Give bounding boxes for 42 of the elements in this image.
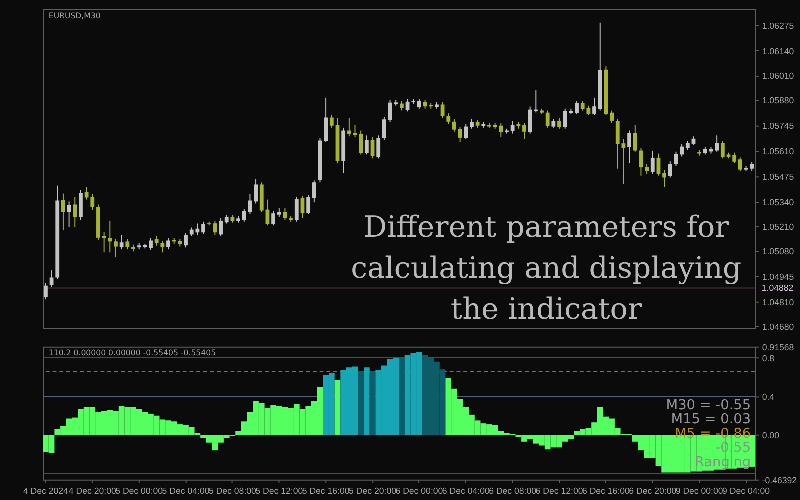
x-tick-label: 6 Dec 08:00	[489, 486, 537, 496]
y-tick-label: 1.04945	[762, 272, 794, 282]
annotation: M15 = 0.03	[671, 412, 752, 428]
x-tick-label: 5 Dec 00:00	[116, 486, 164, 496]
ref-line-label: 1.04882	[762, 283, 794, 294]
y-tick-label: 1.05475	[762, 172, 794, 182]
x-tick-label: 5 Dec 12:00	[256, 486, 304, 496]
x-tick-label: 5 Dec 16:00	[302, 486, 350, 496]
y-tick-label: 1.04680	[762, 322, 794, 332]
y-tick-label: 0.8	[762, 353, 775, 364]
annotation: -0.55	[716, 440, 752, 456]
x-tick-label: 9 Dec 00:00	[676, 486, 724, 496]
annotation: Ranging	[694, 454, 752, 470]
x-tick-label: 4 Dec 2024	[23, 486, 69, 496]
chart-title: 110.2 0.00000 0.00000 -0.55405 -0.55405	[48, 348, 216, 358]
y-tick-label: 1.05880	[762, 95, 794, 106]
x-tick-label: 5 Dec 20:00	[349, 486, 397, 496]
annotation: M30 = -0.55	[666, 397, 752, 414]
x-tick-label: 6 Dec 20:00	[629, 486, 677, 496]
x-tick-label: 6 Dec 12:00	[536, 486, 584, 496]
x-tick-label: 5 Dec 08:00	[208, 486, 257, 496]
x-tick-label: 6 Dec 16:00	[582, 486, 630, 496]
y-tick-label: 1.05610	[762, 146, 794, 156]
y-tick-label: 1.06275	[762, 20, 794, 31]
chart-title: EURUSD,M30	[48, 11, 101, 20]
annotation: Different parameters for calculating and displaying the indicator	[351, 210, 742, 326]
y-tick-label: 1.05080	[762, 246, 794, 256]
y-tick-label: -0.46392	[762, 475, 798, 486]
y-tick-label: 1.05745	[762, 120, 794, 131]
x-tick-label: 6 Dec 00:00	[396, 486, 444, 496]
y-tick-label: 0.4	[762, 392, 775, 402]
y-tick-label: 0.00	[762, 430, 780, 441]
x-tick-label: 4 Dec 20:00	[68, 486, 116, 496]
x-tick-label: 5 Dec 04:00	[162, 486, 210, 496]
y-tick-label: 0.91568	[762, 342, 794, 352]
y-tick-label: 1.04810	[762, 297, 794, 308]
y-tick-label: 1.05340	[762, 197, 794, 208]
y-tick-label: 1.06140	[762, 46, 794, 56]
y-tick-label: 1.05210	[762, 222, 794, 232]
x-tick-label: 9 Dec 04:00	[722, 486, 770, 496]
x-tick-label: 6 Dec 04:00	[442, 486, 490, 496]
y-tick-label: 1.06010	[762, 70, 794, 81]
